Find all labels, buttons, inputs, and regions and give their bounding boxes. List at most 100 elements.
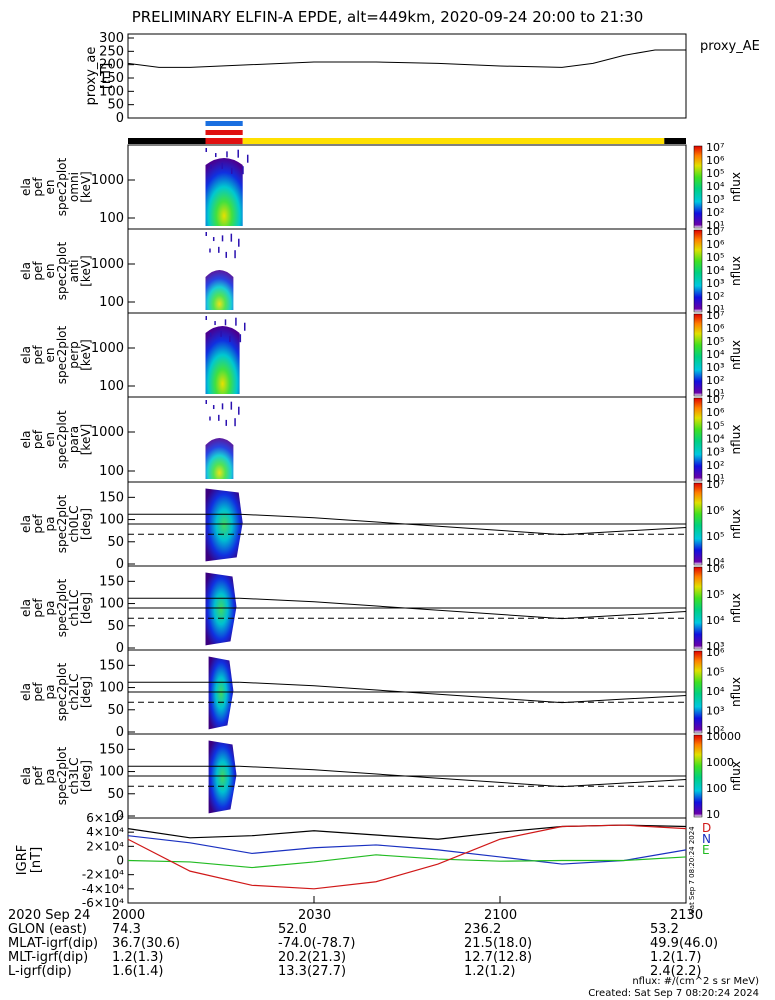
energy-ytick-label: 100 — [99, 295, 124, 310]
noise-pixel — [209, 248, 211, 253]
panel-ylabel: spec2plot — [55, 746, 69, 805]
noise-pixel — [209, 332, 212, 337]
pa-ytick-label: 50 — [107, 703, 124, 718]
noise-pixel — [221, 162, 223, 169]
colorbar-tick-label: 10⁶ — [706, 322, 725, 335]
igrf-ylabel: IGRF — [15, 845, 30, 875]
igrf-legend: E — [702, 843, 710, 857]
igrf-legend: D — [702, 821, 711, 835]
colorbar-tick-label: 10³ — [706, 277, 724, 290]
footer-row-value: 74.3 — [112, 922, 141, 937]
panel-ylabel: omni — [67, 172, 81, 202]
panel-ylabel: [deg] — [79, 508, 93, 540]
igrf-series-green — [127, 854, 687, 869]
panel-ylabel: pef — [31, 429, 45, 449]
energy-ytick-label: 1000 — [91, 173, 124, 188]
colorbar-tick-label: 10¹ — [706, 303, 724, 316]
colorbar — [693, 145, 703, 229]
igrf-ytick-label: 2×10⁴ — [86, 839, 124, 853]
colorbar — [693, 397, 703, 482]
panel-ylabel: en — [43, 180, 57, 195]
panel-ylabel: ela — [19, 515, 33, 533]
noise-pixel — [209, 416, 211, 421]
panel-ylabel: spec2plot — [55, 494, 69, 553]
energy-ytick-label: 100 — [99, 211, 124, 226]
colorbar-label: nflux — [729, 256, 743, 286]
colorbar — [693, 650, 703, 734]
energy-ytick-label: 100 — [99, 379, 124, 394]
colorbar-tick-label: 10⁷ — [706, 225, 724, 238]
footer-row-label: GLON (east) — [8, 922, 87, 937]
footer-row-value: 21.5(18.0) — [464, 936, 533, 951]
pa-ytick-label: 150 — [99, 490, 124, 505]
colorbar-tick-label: 10² — [706, 724, 724, 737]
noise-pixel — [205, 400, 207, 404]
noise-pixel — [218, 246, 220, 253]
noise-pixel — [238, 238, 240, 247]
noise-pixel — [212, 237, 215, 242]
noise-pixel — [225, 419, 228, 426]
colorbar-tick-label: 10⁵ — [706, 167, 724, 180]
pa-ytick-label: 100 — [99, 681, 124, 696]
spectrogram-panel — [127, 565, 703, 651]
igrf-series-black — [127, 824, 687, 840]
panel-ylabel: ela — [19, 430, 33, 448]
pa-ytick-label: 100 — [99, 765, 124, 780]
units-note: nflux: #/(cm^2 s sr MeV) — [632, 976, 759, 987]
noise-pixel — [243, 322, 246, 331]
panel-ylabel: ela — [19, 599, 33, 617]
colorbar — [693, 734, 703, 818]
colorbar-tick-label: 10⁴ — [706, 556, 725, 569]
panel-ylabel: [deg] — [79, 592, 93, 624]
panel-ylabel: [keV] — [79, 339, 93, 370]
colorbar-tick-label: 10⁶ — [706, 646, 725, 659]
colorbar-label: nflux — [729, 761, 743, 791]
state-bar-blue — [205, 121, 243, 126]
colorbar-tick-label: 10 — [706, 808, 720, 821]
panel-ylabel: pef — [31, 682, 45, 702]
footer-row-value: 12.7(12.8) — [464, 950, 533, 965]
panel-ylabel: pa — [43, 601, 57, 616]
panel-ylabel: ch1LC — [67, 590, 81, 627]
pa-ytick-label: 150 — [99, 658, 124, 673]
pa-ytick-label: 100 — [99, 513, 124, 528]
panel-ylabel: ela — [19, 262, 33, 280]
igrf-ytick-label: 4×10⁴ — [86, 825, 124, 839]
colorbar-label: nflux — [729, 509, 743, 539]
colorbar-tick-label: 10² — [706, 206, 724, 219]
panel-ylabel: [keV] — [79, 171, 93, 202]
panel-ylabel: [deg] — [79, 676, 93, 708]
igrf-series-blue — [127, 835, 687, 865]
spectrogram-panel — [127, 481, 703, 567]
igrf-ytick-label: 0 — [116, 854, 124, 868]
panel-ylabel: en — [43, 432, 57, 447]
panel-ylabel: [keV] — [79, 255, 93, 286]
colorbar-label: nflux — [729, 172, 743, 202]
colorbar-tick-label: 10⁷ — [706, 141, 724, 154]
noise-pixel — [230, 167, 233, 174]
lc-curve — [239, 765, 687, 788]
panel-ylabel: para — [67, 426, 81, 453]
panel-ylabel: pef — [31, 177, 45, 197]
colorbar-tick-label: 10¹ — [706, 219, 724, 232]
noise-pixel — [221, 403, 224, 410]
footer-row-value: 1.6(1.4) — [112, 964, 164, 979]
colorbar-tick-label: 1000 — [706, 756, 734, 769]
colorbar-tick-label: 10⁵ — [706, 666, 724, 679]
time-tick-label: 2030 — [298, 908, 332, 923]
colorbar-tick-label: 10² — [706, 459, 724, 472]
colorbar-tick-label: 10³ — [706, 193, 724, 206]
panel-ylabel: pef — [31, 261, 45, 281]
spectrogram-panel — [127, 733, 703, 819]
footer-row-value: 2.4(2.2) — [650, 964, 702, 979]
state-bar-segment — [128, 138, 206, 144]
panel-ylabel: ch2LC — [67, 674, 81, 711]
lc-curve — [239, 513, 687, 536]
colorbar — [693, 313, 703, 397]
colorbar-tick-label: 10¹ — [706, 472, 724, 485]
panel-ylabel: pef — [31, 514, 45, 534]
colorbar-tick-label: 10000 — [706, 730, 741, 743]
colorbar-tick-label: 100 — [706, 782, 727, 795]
noise-pixel — [205, 316, 207, 320]
energy-ytick-label: 1000 — [91, 425, 124, 440]
